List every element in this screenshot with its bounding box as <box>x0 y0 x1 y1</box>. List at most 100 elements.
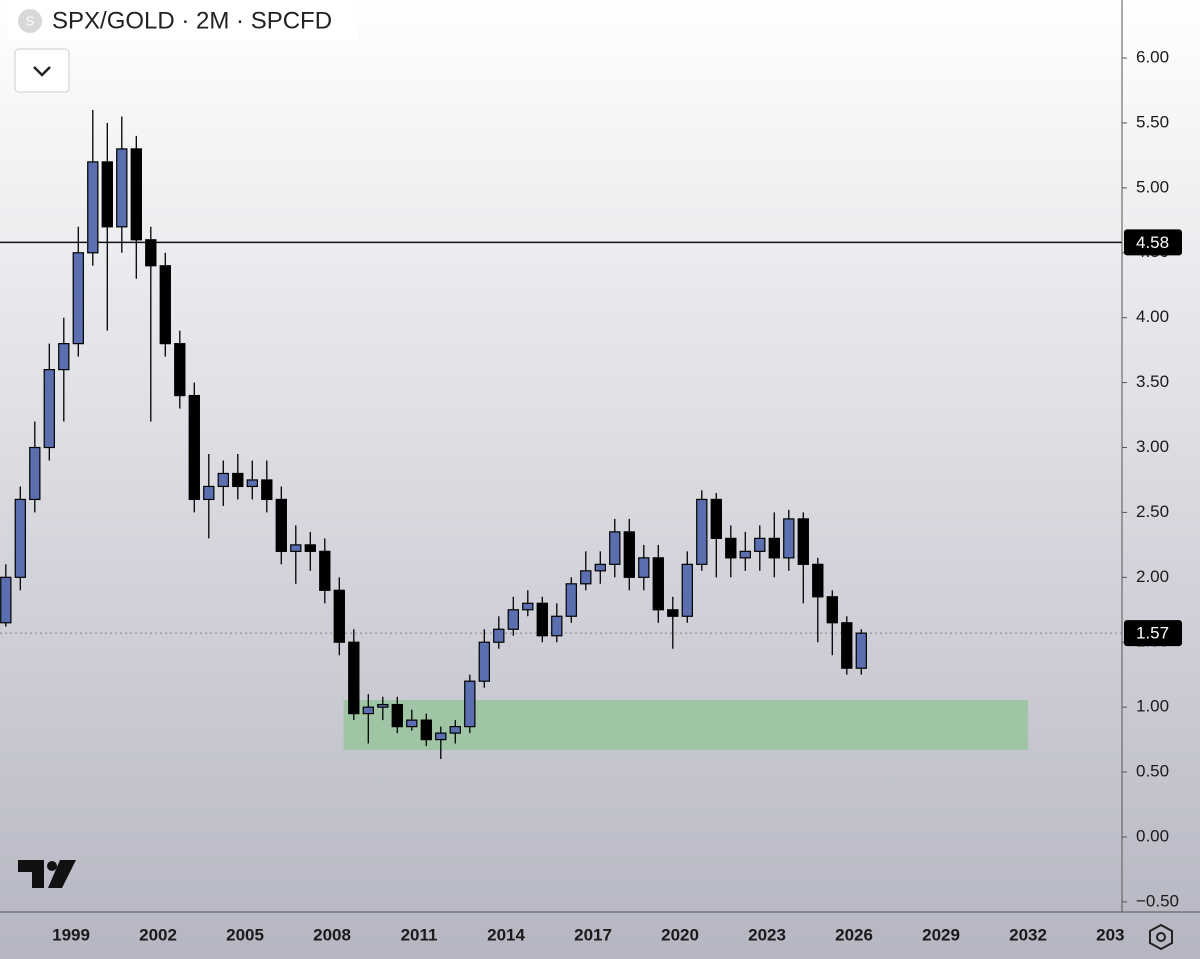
candle-body <box>261 479 273 501</box>
chevron-icon <box>33 66 51 77</box>
x-tick-label: 2011 <box>401 925 438 944</box>
candle-body <box>507 609 519 630</box>
y-tick-label: 2.00 <box>1136 567 1169 586</box>
y-tick-label: 2.50 <box>1136 502 1169 521</box>
candle-body <box>536 602 548 637</box>
candle-body <box>116 148 128 228</box>
candle-body <box>174 343 186 397</box>
x-tick-label: 2014 <box>487 925 525 944</box>
candle-body <box>681 563 693 617</box>
support-zone <box>343 700 1029 750</box>
candle-body <box>43 369 55 449</box>
candle-body <box>145 239 157 267</box>
y-tick-label: 4.00 <box>1136 307 1169 326</box>
candle-body <box>391 703 403 728</box>
candle-body <box>551 615 563 637</box>
candle-body <box>420 719 432 741</box>
candle-body <box>29 446 41 501</box>
candle-body <box>696 498 708 565</box>
candle-body <box>246 479 258 488</box>
x-tick-label: 2023 <box>748 925 786 944</box>
candle-body <box>0 576 12 624</box>
y-tick-label: 5.00 <box>1136 177 1169 196</box>
candle-body <box>667 609 679 617</box>
candle-body <box>609 531 621 565</box>
price-badge <box>1124 620 1182 647</box>
candle-body <box>754 537 766 552</box>
x-tick-label: 1999 <box>52 925 90 944</box>
candle-body <box>101 161 113 228</box>
x-tick-label: 2020 <box>661 925 699 944</box>
y-tick-label: 5.50 <box>1136 112 1169 131</box>
candle-body <box>768 537 780 559</box>
price-badge <box>1124 229 1182 256</box>
candle-body <box>72 252 84 345</box>
candle-body <box>464 680 476 728</box>
symbol-icon <box>18 9 42 33</box>
candle-body <box>522 602 534 611</box>
x-tick-label: 2002 <box>139 925 177 944</box>
candle-body <box>855 632 867 669</box>
candle-body <box>725 537 737 559</box>
candle-body <box>449 726 461 734</box>
candle-body <box>478 641 490 682</box>
candle-body <box>565 583 577 617</box>
candle-body <box>783 518 795 559</box>
candle-body <box>58 343 70 371</box>
title-bg <box>8 3 358 41</box>
tv-logo <box>18 860 76 888</box>
candle-body <box>377 703 389 708</box>
candle-body <box>710 498 722 539</box>
candle-body <box>638 557 650 578</box>
x-tick-label: 2008 <box>313 925 351 944</box>
candle-body <box>188 394 200 501</box>
candle-body <box>130 148 142 241</box>
x-tick-label: 2026 <box>835 925 873 944</box>
y-tick-label: 0.00 <box>1136 826 1169 845</box>
candle-body <box>348 641 360 715</box>
candle-body <box>812 563 824 598</box>
price-badge-label: 1.57 <box>1136 624 1169 643</box>
collapse-button[interactable] <box>14 48 70 93</box>
candle-body <box>304 544 316 552</box>
candle-body <box>797 518 809 565</box>
price-badge-label: 4.58 <box>1136 233 1169 252</box>
y-tick-label: 0.50 <box>1136 762 1169 781</box>
candle-body <box>159 265 171 345</box>
candle-body <box>217 472 229 488</box>
y-tick-label: 3.00 <box>1136 437 1169 456</box>
x-tick-label: 2035 <box>1096 925 1134 944</box>
candle-body <box>319 550 331 591</box>
candle-body <box>623 531 635 578</box>
candle-body <box>652 557 664 611</box>
y-tick-label: −0.50 <box>1136 891 1179 910</box>
candle-body <box>580 570 592 585</box>
candle-body <box>14 498 26 578</box>
candle-body <box>275 498 287 552</box>
x-tick-label: 2032 <box>1009 925 1047 944</box>
candle-body <box>333 589 345 643</box>
y-tick-label: 6.00 <box>1136 48 1169 67</box>
candle-body <box>87 161 99 254</box>
candle-body <box>826 596 838 624</box>
y-tick-label: 3.50 <box>1136 372 1169 391</box>
candle-body <box>232 472 244 488</box>
candle-body <box>362 706 374 715</box>
candle-body <box>290 544 302 552</box>
x-tick-label: 2029 <box>922 925 960 944</box>
candle-body <box>493 628 505 643</box>
y-tick-label: 1.00 <box>1136 697 1169 716</box>
chart-title: SPX/GOLD · 2M · SPCFD <box>52 7 332 34</box>
candle-body <box>203 485 215 501</box>
x-tick-label: 2005 <box>226 925 264 944</box>
settings-icon[interactable] <box>1149 923 1173 951</box>
candle-body <box>406 719 418 728</box>
candle-body <box>594 563 606 572</box>
candle-body <box>841 622 853 669</box>
x-tick-label: 2017 <box>574 925 612 944</box>
symbol-icon-letter: S <box>26 13 35 28</box>
candle-body <box>739 550 751 559</box>
candle-body <box>435 732 447 741</box>
